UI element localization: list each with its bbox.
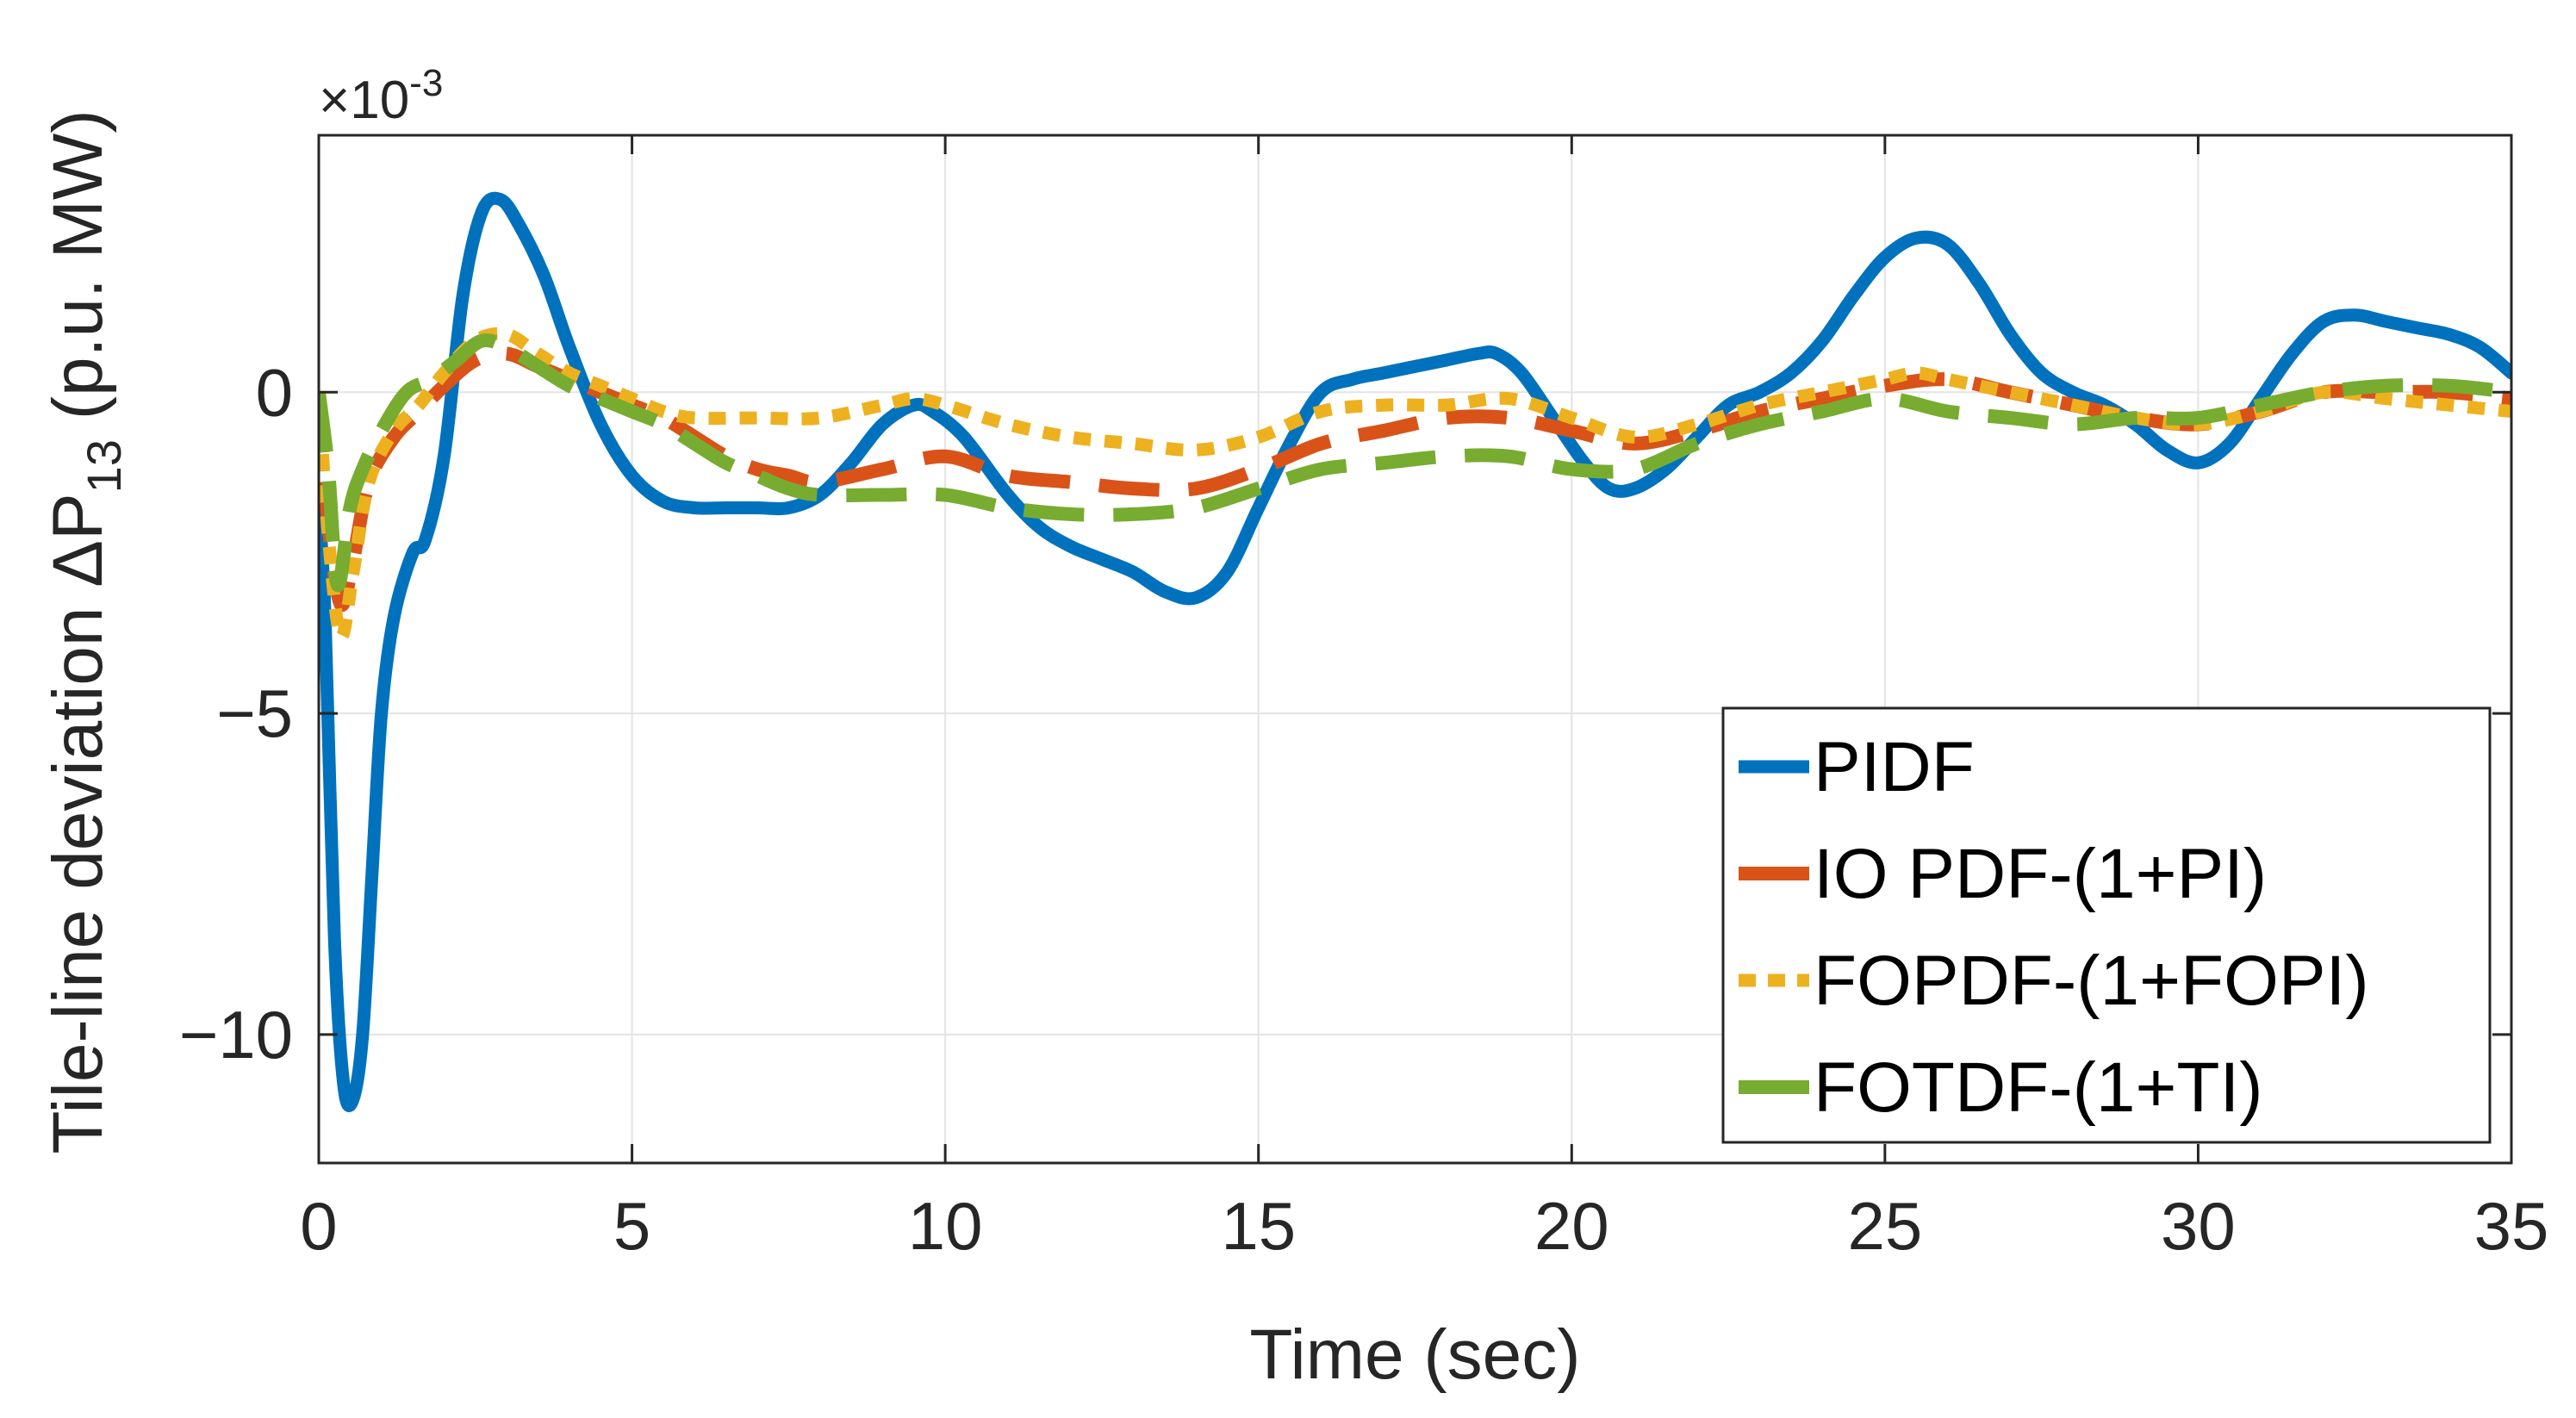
legend: PIDF IO PDF-(1+PI) FOPDF-(1+FOPI) FOTDF-(1+… bbox=[1721, 706, 2492, 1144]
y-exponent-power: -3 bbox=[409, 62, 443, 104]
x-tick-label: 0 bbox=[300, 1188, 337, 1264]
y-tick-label: −10 bbox=[179, 997, 293, 1073]
y-tick-label: 0 bbox=[256, 354, 293, 430]
series-line-io-pdf-1-pi bbox=[319, 346, 2511, 613]
series-layer bbox=[319, 191, 2511, 1112]
x-tick-label: 35 bbox=[2474, 1188, 2549, 1264]
x-tick-label: 20 bbox=[1534, 1188, 1609, 1264]
ticks: 0 5 10 15 20 25 30 35 −10 −5 0 bbox=[179, 135, 2549, 1264]
y-exponent-prefix: ×10 bbox=[319, 71, 409, 130]
x-tick-label: 25 bbox=[1847, 1188, 1922, 1264]
y-axis-title-subscript: 13 bbox=[77, 439, 131, 493]
plot-frame bbox=[317, 134, 2513, 1165]
series-line-fotdf-1-ti bbox=[319, 333, 2511, 593]
y-axis-title-units: (p.u. MW) bbox=[39, 109, 117, 439]
legend-box bbox=[1721, 706, 2492, 1144]
legend-label: FOPDF-(1+FOPI) bbox=[1814, 942, 2369, 1020]
legend-label: IO PDF-(1+PI) bbox=[1814, 835, 2267, 913]
legend-label: PIDF bbox=[1814, 728, 1975, 806]
x-tick-label: 15 bbox=[1221, 1188, 1296, 1264]
y-exponent-label: ×10-3 bbox=[319, 62, 443, 130]
y-tick-label: −5 bbox=[216, 675, 293, 751]
legend-label: FOTDF-(1+TI) bbox=[1814, 1048, 2263, 1127]
x-tick-label: 5 bbox=[613, 1188, 650, 1264]
x-tick-label: 30 bbox=[2161, 1188, 2236, 1264]
x-axis-title: Time (sec) bbox=[1249, 1315, 1580, 1394]
x-tick-label: 10 bbox=[908, 1188, 983, 1264]
legend-items: PIDF IO PDF-(1+PI) FOPDF-(1+FOPI) FOTDF-(1+… bbox=[1739, 728, 2369, 1127]
y-axis-title-main: Tile-line deviation ΔP bbox=[39, 493, 117, 1154]
series-line-fopdf-1-fopi bbox=[319, 327, 2511, 644]
series-line-pidf bbox=[319, 191, 2511, 1112]
y-axis-title: Tile-line deviation ΔP13 (p.u. MW) bbox=[39, 109, 131, 1154]
